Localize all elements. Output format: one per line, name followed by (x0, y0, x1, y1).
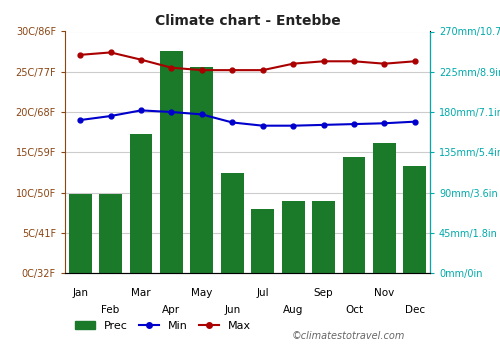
Text: Mar: Mar (131, 288, 151, 298)
Text: Sep: Sep (314, 288, 334, 298)
Bar (160, 51, 183, 273)
Bar (69, 194, 92, 273)
Bar (130, 134, 152, 273)
Bar (252, 209, 274, 273)
Legend: Prec, Min, Max: Prec, Min, Max (70, 316, 255, 335)
Text: Apr: Apr (162, 305, 180, 315)
Text: Aug: Aug (283, 305, 304, 315)
Bar (342, 157, 365, 273)
Bar (312, 202, 335, 273)
Text: Dec: Dec (404, 305, 425, 315)
Bar (190, 67, 214, 273)
Text: Jun: Jun (224, 305, 240, 315)
Bar (404, 166, 426, 273)
Text: Oct: Oct (345, 305, 363, 315)
Bar (373, 143, 396, 273)
Title: Climate chart - Entebbe: Climate chart - Entebbe (154, 14, 340, 28)
Bar (282, 202, 304, 273)
Bar (99, 194, 122, 273)
Text: Feb: Feb (102, 305, 120, 315)
Text: Jul: Jul (256, 288, 269, 298)
Text: Jan: Jan (72, 288, 88, 298)
Text: Nov: Nov (374, 288, 394, 298)
Text: May: May (191, 288, 212, 298)
Text: ©climatestotravel.com: ©climatestotravel.com (292, 331, 405, 341)
Bar (221, 173, 244, 273)
